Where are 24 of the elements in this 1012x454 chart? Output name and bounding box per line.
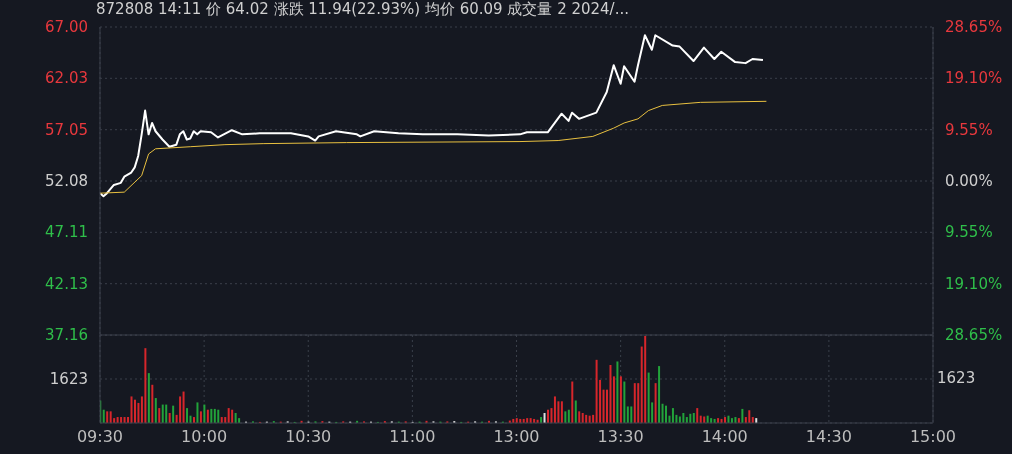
y-tick-label: 47.11 [45,223,88,242]
y2-tick-label: 9.55% [945,223,993,242]
y2-tick-label: 19.10% [945,69,1003,88]
x-tick-label: 10:30 [285,427,332,447]
x-tick-label: 13:30 [597,427,644,447]
y2-tick-label: 0.00% [945,172,993,190]
y2-tick-label: 9.55% [945,120,993,139]
y-tick-label: 52.08 [45,172,88,190]
y2-tick-label: 28.65% [945,18,1003,36]
y-tick-label: 37.16 [45,326,88,344]
y2-tick-label: 19.10% [945,274,1003,293]
chart-title: 872808 14:11 价 64.02 涨跌 11.94(22.93%) 均价 60.09 成交量 2 2024/... [96,0,629,19]
y-tick-label: 57.05 [45,120,88,139]
y-tick-label: 42.13 [45,274,88,293]
x-tick-label: 14:00 [701,427,748,447]
x-tick-label: 11:00 [389,427,436,447]
x-tick-label: 14:30 [805,427,852,447]
y-tick-label: 62.03 [45,69,88,88]
x-tick-label: 15:00 [909,427,957,447]
y-tick-label: 67.00 [45,18,88,36]
x-tick-label: 09:30 [76,427,124,447]
x-tick-label: 10:00 [181,427,228,447]
y2-tick-label: 28.65% [945,326,1003,344]
x-tick-label: 13:00 [493,427,540,447]
